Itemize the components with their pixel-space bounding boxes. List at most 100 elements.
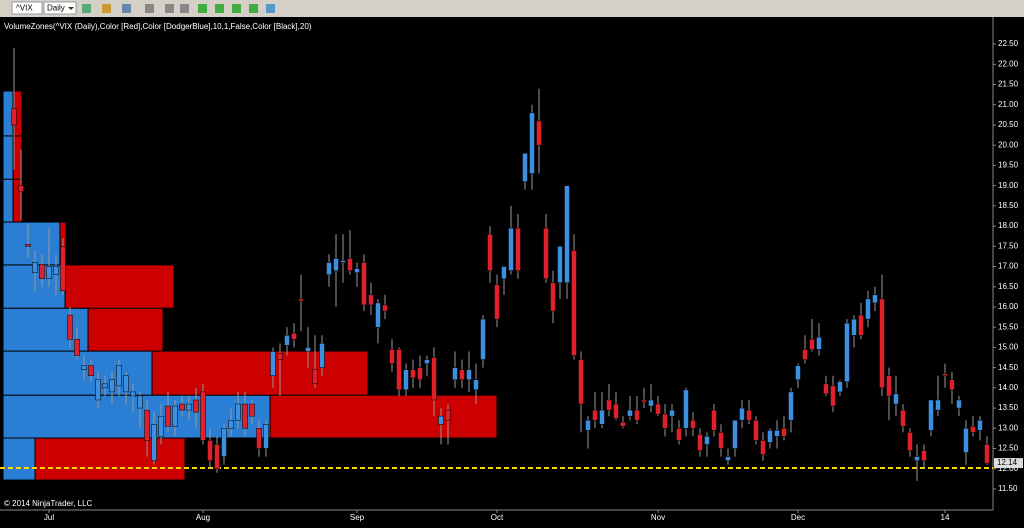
candle-body bbox=[522, 153, 528, 182]
last-price-label: 12.14 bbox=[997, 458, 1018, 467]
candle-body bbox=[151, 424, 157, 461]
candle-body bbox=[816, 337, 822, 350]
candle-body bbox=[627, 409, 633, 417]
candle-body bbox=[88, 365, 94, 376]
toolbar: ^VIX Daily bbox=[0, 0, 1024, 17]
tool-icon[interactable] bbox=[165, 4, 174, 13]
zone-up-volume bbox=[2, 135, 14, 180]
candle-body bbox=[487, 233, 493, 271]
candle-body bbox=[417, 367, 423, 381]
candle-body bbox=[228, 419, 234, 429]
candle-body bbox=[648, 399, 654, 407]
zone-down-volume bbox=[64, 264, 175, 309]
candle-body bbox=[81, 365, 87, 370]
tool-icon[interactable] bbox=[266, 4, 275, 13]
candle-body bbox=[844, 322, 850, 383]
y-tick-label: 22.00 bbox=[998, 59, 1019, 68]
candle-body bbox=[858, 314, 864, 336]
candle-body bbox=[606, 399, 612, 411]
tool-icon[interactable] bbox=[249, 4, 258, 13]
candle-body bbox=[662, 413, 668, 429]
symbol-box[interactable] bbox=[11, 1, 43, 15]
candle-body bbox=[53, 266, 59, 275]
candle-body bbox=[515, 227, 521, 271]
candle-body bbox=[494, 284, 500, 320]
candle-body bbox=[200, 391, 206, 441]
candle-body bbox=[970, 426, 976, 433]
candle-body bbox=[676, 428, 682, 441]
candle-body bbox=[634, 409, 640, 421]
y-tick-label: 19.50 bbox=[998, 161, 1019, 170]
candle-body bbox=[438, 415, 444, 425]
candle-body bbox=[893, 393, 899, 405]
y-tick-label: 13.00 bbox=[998, 423, 1019, 432]
candle-body bbox=[753, 419, 759, 441]
candle-body bbox=[312, 369, 318, 385]
candle-body bbox=[886, 375, 892, 397]
candle-body bbox=[11, 108, 17, 126]
candle-body bbox=[74, 339, 80, 356]
candle-body bbox=[557, 246, 563, 283]
candle-body bbox=[669, 409, 675, 417]
interval[interactable]: Daily bbox=[47, 4, 65, 13]
candle-body bbox=[305, 347, 311, 352]
x-tick-label: 14 bbox=[941, 513, 950, 522]
candle-body bbox=[550, 282, 556, 312]
symbol[interactable]: ^VIX bbox=[16, 4, 33, 13]
zone-up-volume bbox=[2, 437, 36, 481]
tool-icon[interactable] bbox=[82, 4, 91, 13]
x-tick-label: Sep bbox=[350, 513, 365, 522]
zone-down-volume bbox=[269, 394, 498, 439]
candle-body bbox=[32, 262, 38, 273]
candle-body bbox=[704, 436, 710, 445]
x-tick-label: Nov bbox=[651, 513, 665, 522]
candle-body bbox=[473, 379, 479, 391]
candle-body bbox=[242, 403, 248, 429]
candle-body bbox=[760, 440, 766, 455]
candle-body bbox=[543, 227, 549, 279]
candle-body bbox=[809, 339, 815, 350]
zone-down-volume bbox=[87, 307, 164, 352]
zone-down-volume bbox=[151, 350, 369, 396]
candle-body bbox=[718, 432, 724, 449]
candle-body bbox=[683, 389, 689, 429]
tool-icon[interactable] bbox=[198, 4, 207, 13]
candle-body bbox=[942, 373, 948, 376]
candle-body bbox=[452, 367, 458, 381]
candle-body bbox=[256, 428, 262, 449]
tool-icon[interactable] bbox=[102, 4, 111, 13]
candle-body bbox=[480, 318, 486, 360]
candle-body bbox=[977, 419, 983, 431]
tool-icon[interactable] bbox=[232, 4, 241, 13]
tool-icon[interactable] bbox=[122, 4, 131, 13]
candle-body bbox=[326, 262, 332, 275]
interval-box[interactable] bbox=[43, 1, 77, 15]
candle-body bbox=[67, 314, 73, 340]
zone-down-volume bbox=[34, 437, 186, 481]
y-tick-label: 17.50 bbox=[998, 241, 1019, 250]
tool-icon[interactable] bbox=[145, 4, 154, 13]
candle-body bbox=[39, 264, 45, 279]
candle-body bbox=[137, 395, 143, 409]
candle-body bbox=[340, 260, 346, 263]
candle-body bbox=[830, 385, 836, 407]
y-tick-label: 14.00 bbox=[998, 383, 1019, 392]
indicator-label: VolumeZones(^VIX (Daily),Color [Red],Col… bbox=[4, 22, 312, 31]
candle-body bbox=[25, 244, 31, 247]
candle-body bbox=[298, 298, 304, 302]
candle-body bbox=[165, 405, 171, 427]
candle-body bbox=[144, 409, 150, 441]
candle-body bbox=[949, 379, 955, 391]
candle-body bbox=[879, 298, 885, 389]
tool-icon[interactable] bbox=[215, 4, 224, 13]
candle-body bbox=[578, 359, 584, 405]
candle-body bbox=[984, 444, 990, 464]
candle-body bbox=[130, 391, 136, 397]
candle-body bbox=[277, 353, 283, 360]
candle-body bbox=[186, 403, 192, 411]
tool-icon[interactable] bbox=[180, 4, 189, 13]
candle-body bbox=[564, 185, 570, 283]
candle-body bbox=[725, 456, 731, 461]
y-tick-label: 15.00 bbox=[998, 343, 1019, 352]
